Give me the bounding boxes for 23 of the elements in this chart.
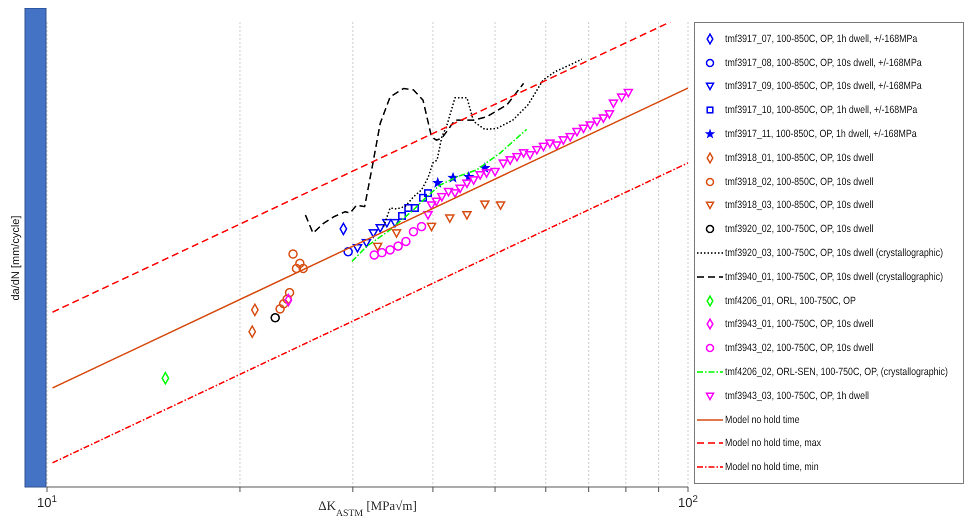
legend-label: tmf3943_03, 100-750C, OP, 1h dwell [725, 390, 869, 402]
legend-label: tmf3920_02, 100-750C, OP, 10s dwell [725, 223, 874, 236]
x-tick-label: 10$^{1}$ [37, 494, 57, 510]
legend-label: tmf3917_08, 100-850C, OP, 10s dwell, +/-168MPa [725, 56, 922, 69]
legend-label: tmf3943_01, 100-750C, OP, 10s dwell [725, 318, 874, 330]
y-axis-title: da/dN [mm/cycle] [10, 216, 22, 300]
legend-label: Model no hold time, max [725, 437, 822, 450]
legend-label: tmf3918_03, 100-850C, OP, 10s dwell [725, 199, 874, 212]
legend-label: tmf3917_10, 100-850C, OP, 1h dwell, +/-168MPa [725, 104, 918, 116]
x-axis-title: ΔK$_{ASTM}$ [MPa√m] [318, 498, 417, 518]
legend-label: Model no hold time [725, 414, 800, 426]
x-tick-label: 10$^{2}$ [678, 494, 698, 510]
legend-label: tmf3917_11, 100-850C, OP, 1h dwell, +/-168MPa [725, 128, 917, 140]
legend-label: tmf3943_02, 100-750C, OP, 10s dwell [725, 342, 874, 354]
legend-label: tmf3917_09, 100-850C, OP, 10s dwell, +/-168MPa [725, 80, 922, 92]
legend-label: tmf3918_02, 100-850C, OP, 10s dwell [725, 176, 874, 188]
legend-label: tmf3920_03, 100-750C, OP, 10s dwell (crystallographic) [725, 247, 944, 260]
legend-label: tmf4206_02, ORL-SEN, 100-750C, OP, (crystallographic) [725, 366, 948, 378]
legend-label: tmf3940_01, 100-750C, OP, 10s dwell (crystallographic) [725, 270, 944, 283]
legend-label: tmf4206_01, ORL, 100-750C, OP [725, 294, 856, 307]
legend-label: tmf3918_01, 100-850C, OP, 10s dwell [725, 152, 874, 164]
legend-label: Model no hold time, min [725, 461, 819, 474]
legend-label: tmf3917_07, 100-850C, OP, 1h dwell, +/-168MPa [725, 32, 918, 45]
